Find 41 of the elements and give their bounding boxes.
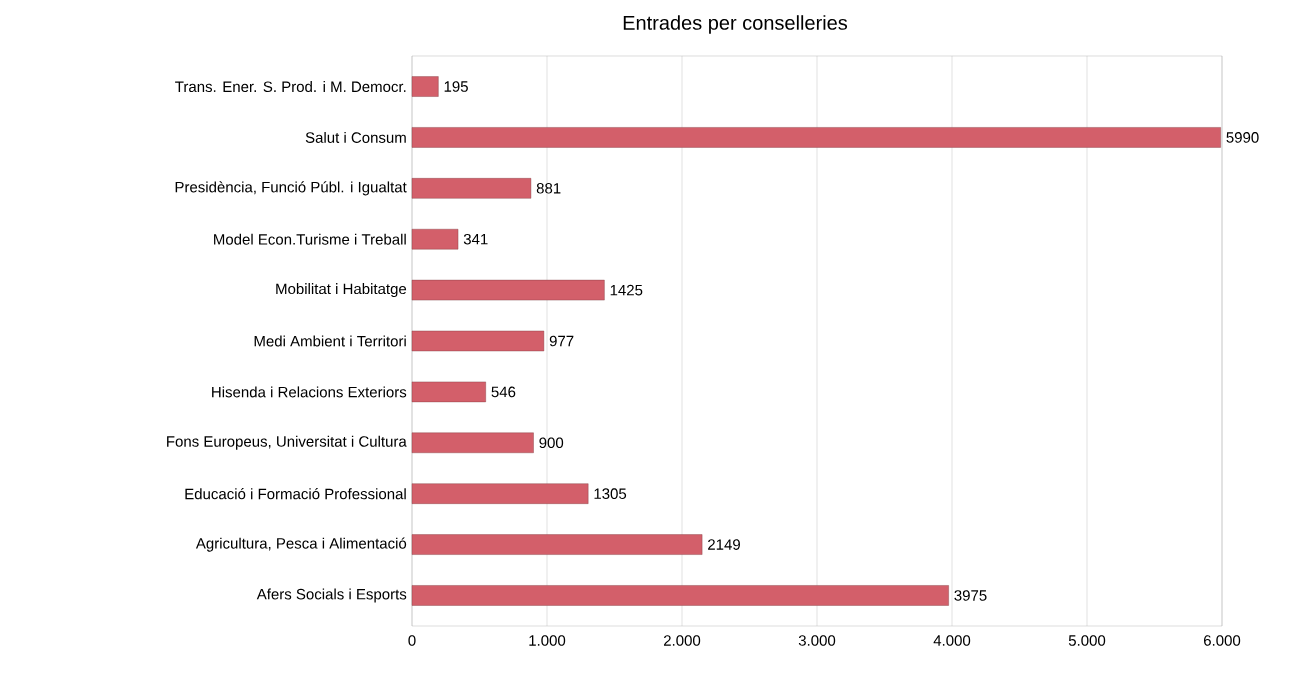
y-tick-label: Agricultura, Pesca i Alimentació bbox=[195, 537, 407, 552]
y-tick-label: Presidència, Funció Públ. i Igualtat bbox=[175, 181, 407, 196]
x-tick-label: 0 bbox=[408, 635, 416, 646]
chart-title: Entrades per conselleries bbox=[623, 15, 848, 34]
data-label: 5990 bbox=[1226, 132, 1259, 143]
bar bbox=[411, 330, 545, 352]
y-tick-label: Trans. Ener. S. Prod. i M. Democr. bbox=[175, 81, 406, 93]
y-tick-label: Educació i Formació Professional bbox=[185, 488, 406, 500]
bar bbox=[411, 229, 459, 250]
data-label: 195 bbox=[444, 81, 468, 92]
y-tick-label: Afers Socials i Esports bbox=[256, 588, 407, 603]
y-tick-label: Hisenda i Relacions Exteriors bbox=[212, 386, 407, 398]
x-tick-label: 5.000 bbox=[1068, 635, 1106, 646]
bar bbox=[411, 534, 703, 555]
data-label: 1425 bbox=[610, 284, 643, 296]
y-tick-label: Fons Europeus, Universitat i Cultura bbox=[167, 435, 407, 450]
y-tick-label: Mobilitat i Habitatge bbox=[276, 283, 407, 298]
bar bbox=[411, 381, 486, 403]
bar bbox=[411, 127, 1221, 148]
data-label: 1305 bbox=[594, 488, 627, 499]
data-label: 881 bbox=[536, 183, 561, 194]
x-tick-label: 6.000 bbox=[1204, 635, 1241, 646]
bar bbox=[411, 178, 532, 199]
bar bbox=[411, 432, 534, 453]
y-tick-label: Model Econ.Turisme i Treball bbox=[214, 233, 406, 245]
data-label: 546 bbox=[491, 386, 516, 398]
data-label: 341 bbox=[463, 233, 488, 245]
bar bbox=[411, 76, 439, 97]
bar bbox=[411, 585, 949, 606]
data-label: 3975 bbox=[954, 590, 987, 601]
y-tick-label: Salut i Consum bbox=[305, 131, 406, 143]
x-tick-label: 4.000 bbox=[933, 635, 971, 646]
x-tick-label: 2.000 bbox=[663, 635, 701, 646]
x-tick-label: 3.000 bbox=[798, 635, 836, 646]
data-label: 977 bbox=[549, 335, 574, 347]
bar bbox=[411, 483, 589, 504]
y-tick-label: Medi Ambient i Territori bbox=[254, 335, 406, 347]
x-tick-label: 1.000 bbox=[529, 635, 566, 646]
data-label: 900 bbox=[539, 437, 564, 449]
bar bbox=[411, 279, 605, 301]
data-label: 2149 bbox=[708, 539, 740, 550]
